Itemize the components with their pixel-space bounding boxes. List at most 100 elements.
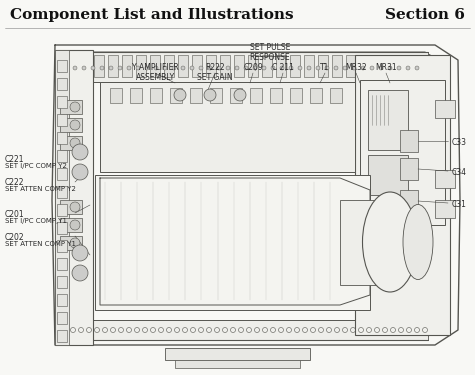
- Circle shape: [262, 66, 266, 70]
- Circle shape: [199, 66, 203, 70]
- Circle shape: [174, 89, 186, 101]
- Bar: [276, 55, 286, 77]
- Circle shape: [190, 66, 194, 70]
- Bar: [57, 78, 67, 90]
- Bar: [400, 190, 418, 212]
- Circle shape: [271, 66, 275, 70]
- Bar: [80, 55, 90, 77]
- Bar: [150, 55, 160, 77]
- Circle shape: [73, 66, 77, 70]
- Circle shape: [72, 245, 88, 261]
- Bar: [55, 50, 69, 345]
- Circle shape: [379, 66, 383, 70]
- Bar: [57, 294, 67, 306]
- Text: R222
SET GAIN: R222 SET GAIN: [197, 63, 233, 82]
- Polygon shape: [100, 178, 370, 305]
- Bar: [355, 55, 450, 335]
- Bar: [94, 55, 104, 77]
- Bar: [400, 158, 418, 180]
- Circle shape: [208, 66, 212, 70]
- Bar: [165, 348, 310, 360]
- Bar: [57, 96, 67, 108]
- Bar: [374, 55, 384, 77]
- Circle shape: [91, 66, 95, 70]
- Bar: [262, 55, 272, 77]
- Bar: [136, 55, 146, 77]
- Circle shape: [235, 66, 239, 70]
- Circle shape: [70, 138, 80, 148]
- Circle shape: [234, 89, 246, 101]
- Bar: [332, 55, 342, 77]
- Bar: [57, 204, 67, 216]
- Bar: [368, 155, 408, 195]
- Circle shape: [352, 66, 356, 70]
- Text: C202: C202: [5, 233, 25, 242]
- Bar: [57, 258, 67, 270]
- Bar: [57, 114, 67, 126]
- Circle shape: [316, 66, 320, 70]
- Circle shape: [72, 164, 88, 180]
- Circle shape: [370, 66, 374, 70]
- Bar: [435, 200, 455, 218]
- Text: Y AMPLIFIER
ASSEMBLY: Y AMPLIFIER ASSEMBLY: [132, 63, 179, 82]
- Circle shape: [343, 66, 347, 70]
- Bar: [164, 55, 174, 77]
- Circle shape: [70, 120, 80, 130]
- Circle shape: [72, 144, 88, 160]
- Text: SET ATTEN COMP Y1: SET ATTEN COMP Y1: [5, 241, 76, 247]
- Bar: [310, 88, 322, 103]
- Circle shape: [70, 202, 80, 212]
- Text: MR32: MR32: [345, 63, 367, 72]
- Bar: [206, 55, 216, 77]
- Circle shape: [181, 66, 185, 70]
- Bar: [270, 88, 282, 103]
- Bar: [60, 136, 82, 150]
- Text: Component List and Illustrations: Component List and Illustrations: [10, 8, 294, 22]
- Circle shape: [406, 66, 410, 70]
- Circle shape: [361, 66, 365, 70]
- Bar: [360, 80, 445, 225]
- Bar: [290, 88, 302, 103]
- Ellipse shape: [403, 204, 433, 279]
- Bar: [68, 52, 428, 82]
- Bar: [60, 236, 82, 250]
- Bar: [368, 90, 408, 150]
- Bar: [435, 170, 455, 188]
- Bar: [220, 55, 230, 77]
- Circle shape: [100, 66, 104, 70]
- Text: C33: C33: [452, 138, 467, 147]
- Circle shape: [172, 66, 176, 70]
- Bar: [192, 55, 202, 77]
- Circle shape: [204, 89, 216, 101]
- Ellipse shape: [362, 192, 418, 292]
- Text: SET ATTEN COMP Y2: SET ATTEN COMP Y2: [5, 186, 76, 192]
- Bar: [416, 55, 426, 77]
- Bar: [190, 88, 202, 103]
- Circle shape: [334, 66, 338, 70]
- Bar: [175, 360, 300, 368]
- Circle shape: [217, 66, 221, 70]
- Circle shape: [397, 66, 401, 70]
- Text: C34: C34: [452, 168, 467, 177]
- Bar: [234, 55, 244, 77]
- Circle shape: [280, 66, 284, 70]
- Bar: [122, 55, 132, 77]
- Bar: [330, 88, 342, 103]
- Circle shape: [70, 238, 80, 248]
- Bar: [110, 88, 122, 103]
- Bar: [68, 320, 428, 340]
- Bar: [230, 88, 242, 103]
- Text: C 211: C 211: [272, 63, 294, 72]
- Text: MR31: MR31: [375, 63, 397, 72]
- Circle shape: [307, 66, 311, 70]
- Circle shape: [253, 66, 257, 70]
- Circle shape: [388, 66, 392, 70]
- Circle shape: [226, 66, 230, 70]
- Circle shape: [415, 66, 419, 70]
- Text: C31: C31: [452, 200, 467, 209]
- Bar: [57, 132, 67, 144]
- Text: SET I/PC COMP,Y1: SET I/PC COMP,Y1: [5, 218, 67, 224]
- Bar: [170, 88, 182, 103]
- Bar: [304, 55, 314, 77]
- Bar: [60, 200, 82, 214]
